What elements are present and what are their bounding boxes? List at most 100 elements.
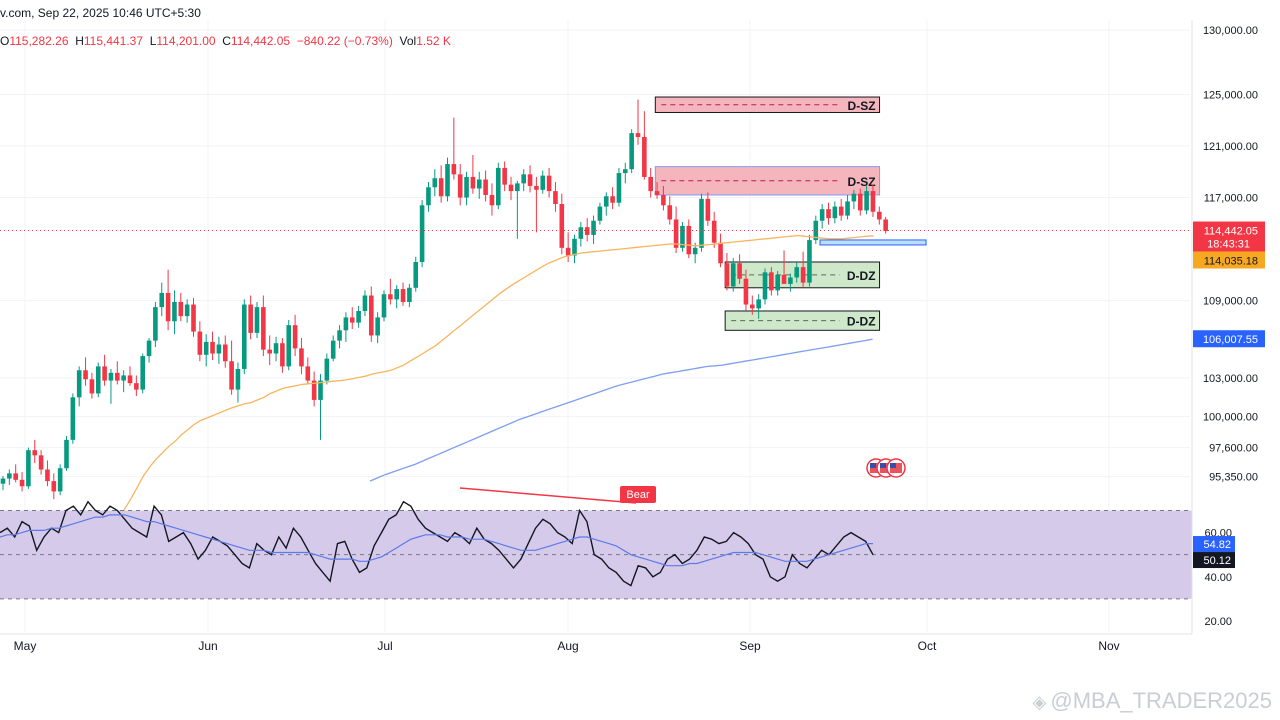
candle-body[interactable] xyxy=(369,295,374,336)
candle[interactable] xyxy=(819,204,825,229)
candle[interactable] xyxy=(0,475,6,491)
candle-body[interactable] xyxy=(642,136,647,177)
candle-body[interactable] xyxy=(32,450,38,456)
candle[interactable] xyxy=(750,295,755,315)
candle[interactable] xyxy=(426,182,431,212)
candle-body[interactable] xyxy=(229,361,234,390)
candle[interactable] xyxy=(165,269,171,331)
candle-body[interactable] xyxy=(299,348,304,367)
candle-body[interactable] xyxy=(813,220,819,241)
candle-body[interactable] xyxy=(451,164,457,175)
candle-body[interactable] xyxy=(203,341,209,355)
candle-body[interactable] xyxy=(356,310,361,323)
candle[interactable] xyxy=(794,262,800,283)
candle-body[interactable] xyxy=(115,372,120,381)
time-axis[interactable]: May Jun Jul Aug Sep Oct Nov xyxy=(0,633,1192,653)
candle[interactable] xyxy=(483,170,488,202)
candle-body[interactable] xyxy=(718,242,723,264)
candle-body[interactable] xyxy=(711,220,717,243)
candle-body[interactable] xyxy=(648,176,653,192)
candle[interactable] xyxy=(184,299,190,323)
candle-body[interactable] xyxy=(248,304,253,333)
candle[interactable] xyxy=(292,314,298,357)
candle[interactable] xyxy=(299,338,304,375)
candle[interactable] xyxy=(140,353,145,394)
candle-body[interactable] xyxy=(0,478,6,484)
candle[interactable] xyxy=(623,162,628,184)
candle-body[interactable] xyxy=(635,133,641,137)
candle-body[interactable] xyxy=(877,211,882,220)
candle[interactable] xyxy=(565,232,571,262)
candle[interactable] xyxy=(496,162,501,210)
zone-box[interactable] xyxy=(724,310,881,331)
candle[interactable] xyxy=(102,354,107,386)
candle-body[interactable] xyxy=(667,205,673,220)
candle[interactable] xyxy=(305,357,311,385)
candle[interactable] xyxy=(267,335,272,366)
candle[interactable] xyxy=(407,283,412,308)
candle-body[interactable] xyxy=(832,206,838,219)
candle[interactable] xyxy=(273,336,279,362)
candle[interactable] xyxy=(216,336,222,364)
candle-body[interactable] xyxy=(51,481,57,492)
candle-body[interactable] xyxy=(521,174,526,184)
candle[interactable] xyxy=(883,216,888,234)
candle-body[interactable] xyxy=(267,349,272,354)
candle-body[interactable] xyxy=(184,304,190,317)
candle-body[interactable] xyxy=(26,450,31,487)
candle-body[interactable] xyxy=(730,263,736,287)
candle-body[interactable] xyxy=(292,325,298,349)
candle[interactable] xyxy=(635,99,641,145)
candle[interactable] xyxy=(19,472,25,492)
candle-body[interactable] xyxy=(388,294,393,300)
ema-long-box[interactable] xyxy=(1193,330,1265,348)
candle-body[interactable] xyxy=(191,304,196,332)
candle[interactable] xyxy=(381,290,387,322)
candle[interactable] xyxy=(134,375,139,397)
candle-body[interactable] xyxy=(464,176,469,198)
candle[interactable] xyxy=(476,171,482,199)
candle[interactable] xyxy=(70,393,76,444)
candle[interactable] xyxy=(248,295,253,340)
candle[interactable] xyxy=(64,436,69,471)
candle-body[interactable] xyxy=(102,366,107,381)
candle-body[interactable] xyxy=(146,340,152,357)
candle-body[interactable] xyxy=(381,294,387,318)
candle-body[interactable] xyxy=(762,272,768,300)
candle-body[interactable] xyxy=(476,179,482,189)
candle[interactable] xyxy=(502,161,507,192)
candle-body[interactable] xyxy=(261,307,266,350)
candle-body[interactable] xyxy=(197,331,203,355)
candle[interactable] xyxy=(172,290,177,335)
candle[interactable] xyxy=(718,233,723,268)
candle-body[interactable] xyxy=(242,304,247,369)
candle-body[interactable] xyxy=(572,238,577,256)
candle[interactable] xyxy=(667,196,673,225)
candle-body[interactable] xyxy=(413,262,419,288)
candle-body[interactable] xyxy=(140,356,145,390)
candle-body[interactable] xyxy=(883,219,888,232)
candle-body[interactable] xyxy=(603,196,609,207)
candle-body[interactable] xyxy=(19,479,25,487)
candle-body[interactable] xyxy=(597,206,603,221)
candle[interactable] xyxy=(826,202,831,225)
candle[interactable] xyxy=(680,222,685,252)
candle-body[interactable] xyxy=(800,267,806,283)
candle[interactable] xyxy=(311,371,317,407)
candle-body[interactable] xyxy=(394,289,399,300)
candle[interactable] xyxy=(362,290,368,317)
candle[interactable] xyxy=(851,189,857,210)
candle-body[interactable] xyxy=(349,317,355,323)
candle[interactable] xyxy=(432,169,438,197)
candle[interactable] xyxy=(254,301,260,339)
candle[interactable] xyxy=(261,295,266,357)
candle-body[interactable] xyxy=(534,185,539,190)
candle-body[interactable] xyxy=(527,174,533,186)
ema-short-box[interactable] xyxy=(1193,251,1265,269)
candle[interactable] xyxy=(57,464,63,496)
candle-body[interactable] xyxy=(45,469,50,482)
candle-body[interactable] xyxy=(95,366,101,394)
candle-body[interactable] xyxy=(864,191,869,211)
candle-body[interactable] xyxy=(661,194,666,206)
candle[interactable] xyxy=(394,285,399,309)
